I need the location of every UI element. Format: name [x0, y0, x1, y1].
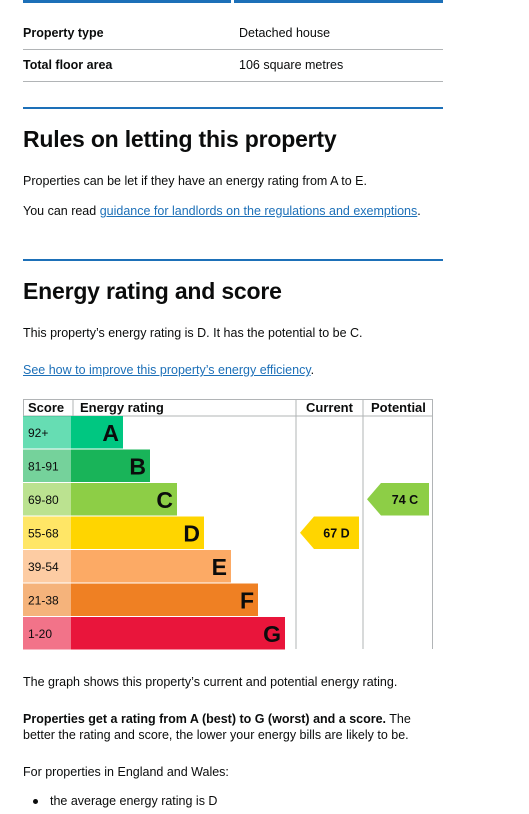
guidance-suffix: . [417, 204, 421, 218]
band-bar-f [71, 583, 258, 616]
band-score-label-d: 55-68 [28, 526, 59, 540]
band-letter-a: A [102, 420, 119, 446]
guidance-para: You can read guidance for landlords on t… [23, 203, 443, 219]
band-score-cell-f [23, 583, 71, 616]
section-divider [23, 107, 443, 109]
potential-rating-label: 74 C [392, 493, 418, 507]
rating-explanation: Properties get a rating from A (best) to… [23, 711, 433, 743]
summary-row-property-type: Property type Detached house [23, 18, 443, 50]
guidance-link[interactable]: guidance for landlords on the regulation… [99, 204, 418, 218]
summary-key: Total floor area [23, 58, 113, 72]
chart-header-score: Score [28, 400, 64, 415]
list-item-text: the average energy rating is D [50, 794, 218, 808]
summary-key: Property type [23, 26, 104, 40]
rating-explanation-rest: The better the rating and score, the low… [23, 712, 411, 742]
chart-header-current: Current [306, 400, 354, 415]
improve-para: See how to improve this property’s energ… [23, 362, 443, 378]
band-bar-e [71, 550, 231, 583]
current-rating-label: 67 D [323, 526, 349, 540]
energy-rating-para: This property’s energy rating is D. It h… [23, 326, 363, 340]
band-score-label-f: 21-38 [28, 593, 59, 607]
chart-header-energy-rating: Energy rating [80, 400, 164, 415]
potential-rating-arrow [367, 483, 429, 516]
band-bar-g [71, 617, 285, 650]
band-letter-e: E [212, 554, 227, 580]
energy-rating-chart: Score Energy rating Current Potential 92+ A 81… [23, 399, 433, 650]
band-score-label-e: 39-54 [28, 560, 59, 574]
summary-value: Detached house [239, 26, 331, 40]
band-letter-b: B [129, 453, 146, 479]
band-letter-c: C [156, 487, 173, 513]
band-letter-f: F [240, 587, 254, 613]
band-score-label-g: 1-20 [28, 627, 52, 641]
band-score-cell-a [23, 416, 71, 449]
facts-list: the average energy rating is D [23, 792, 217, 810]
summary-value: 106 square metres [239, 58, 344, 72]
chart-header-potential: Potential [371, 400, 426, 415]
section-divider [23, 259, 443, 261]
improve-link[interactable]: See how to improve this property’s energ… [23, 363, 311, 377]
band-score-cell-e [23, 550, 71, 583]
guidance-prefix: You can read [23, 204, 100, 218]
band-bar-a [71, 416, 123, 449]
band-letter-d: D [183, 520, 200, 546]
band-bar-b [71, 449, 150, 482]
band-letter-g: G [263, 621, 281, 647]
rating-explanation-bold: Properties get a rating from A (best) to… [23, 712, 387, 726]
top-rule [23, 0, 443, 3]
graph-note: The graph shows this property’s current … [23, 675, 398, 689]
improve-suffix: . [310, 363, 315, 377]
band-score-cell-d [23, 516, 71, 549]
band-score-label-c: 69-80 [28, 493, 59, 507]
energy-heading: Energy rating and score [23, 278, 282, 304]
letting-para: Properties can be let if they have an en… [23, 174, 367, 188]
summary-row-floor-area: Total floor area 106 square metres [23, 50, 443, 82]
england-wales-para: For properties in England and Wales: [23, 765, 229, 779]
band-score-label-a: 92+ [28, 426, 48, 440]
band-bar-d [71, 516, 204, 549]
band-score-cell-c [23, 483, 71, 516]
list-item: the average energy rating is D [23, 792, 217, 810]
letting-heading: Rules on letting this property [23, 126, 337, 152]
band-score-cell-b [23, 449, 71, 482]
band-bar-c [71, 483, 177, 516]
band-score-label-b: 81-91 [28, 459, 59, 473]
current-rating-arrow [300, 516, 359, 549]
band-score-cell-g [23, 617, 71, 650]
